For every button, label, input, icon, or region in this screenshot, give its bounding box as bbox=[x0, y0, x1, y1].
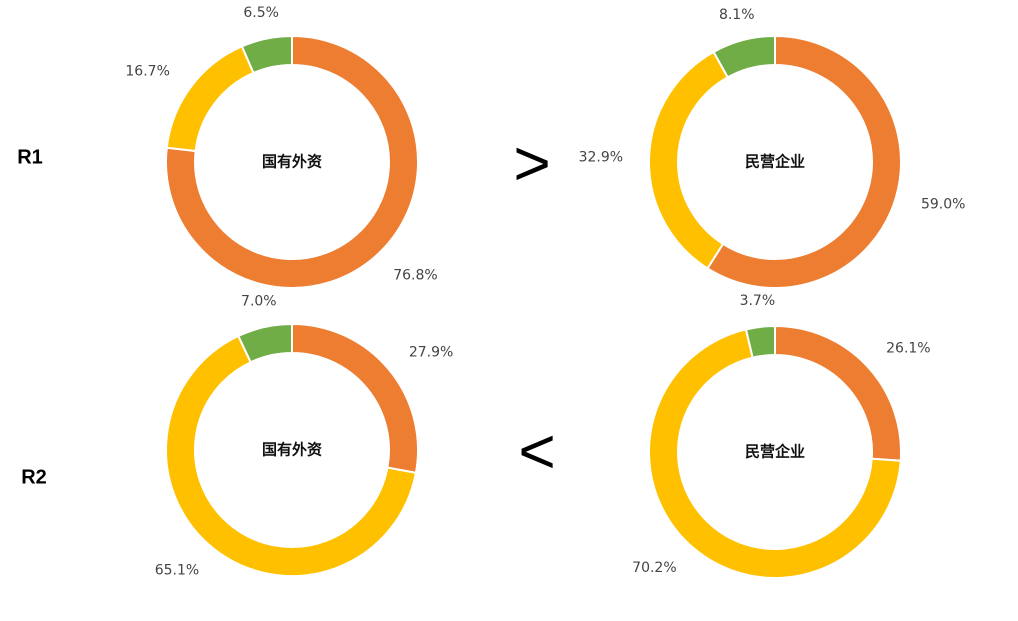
value-label: 3.7% bbox=[740, 293, 776, 309]
value-label: 76.8% bbox=[393, 267, 437, 283]
center-label: 国有外资 bbox=[262, 153, 322, 171]
value-label: 27.9% bbox=[409, 345, 453, 361]
donut-slice bbox=[165, 45, 255, 153]
donut-slice bbox=[648, 328, 902, 579]
value-label: 7.0% bbox=[241, 294, 277, 310]
row-label: R2 bbox=[21, 466, 47, 488]
value-label: 59.0% bbox=[921, 196, 965, 212]
comparison-sign: < bbox=[518, 415, 555, 487]
row-label: R1 bbox=[17, 146, 43, 168]
center-label: 民营企业 bbox=[745, 443, 805, 461]
donut-slice bbox=[165, 34, 419, 289]
donut-slice bbox=[165, 334, 418, 577]
value-label: 70.2% bbox=[632, 560, 676, 576]
value-label: 16.7% bbox=[125, 64, 169, 80]
donut-slice bbox=[706, 34, 902, 289]
value-label: 26.1% bbox=[886, 340, 930, 356]
comparison-sign: > bbox=[513, 127, 550, 199]
value-label: 6.5% bbox=[243, 5, 279, 21]
value-label: 8.1% bbox=[719, 7, 755, 23]
donut-slice bbox=[712, 34, 776, 79]
value-label: 32.9% bbox=[579, 150, 623, 166]
donut-slice bbox=[744, 324, 776, 359]
value-label: 65.1% bbox=[155, 562, 199, 578]
center-label: 民营企业 bbox=[745, 153, 805, 171]
donut-slice bbox=[240, 34, 293, 75]
donut-slice bbox=[774, 324, 902, 462]
center-label: 国有外资 bbox=[262, 441, 322, 459]
donut-slice bbox=[648, 50, 730, 270]
donut-slice bbox=[237, 322, 293, 364]
